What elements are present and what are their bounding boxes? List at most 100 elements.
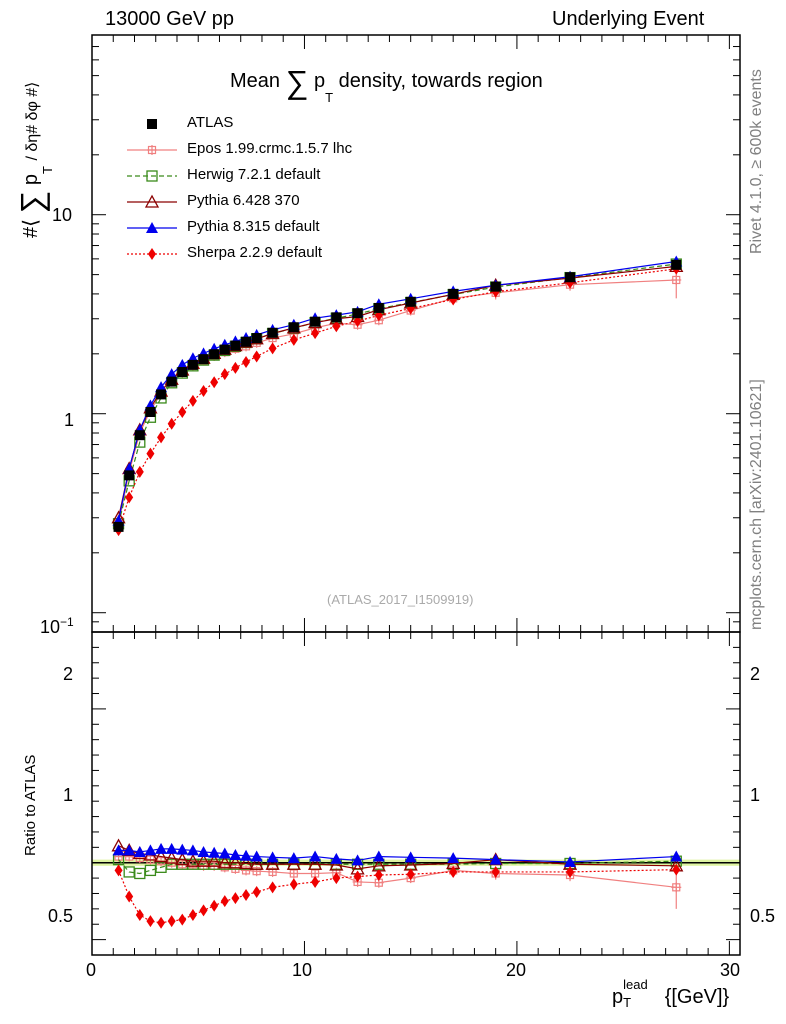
ratio-point-sherpa: [406, 868, 415, 881]
ratio-point-pythia8: [218, 847, 231, 859]
main-point-sherpa: [135, 465, 144, 478]
ratio-point-sherpa: [157, 916, 166, 929]
ratio-point-sherpa: [220, 895, 229, 908]
ratio-point-pythia8: [309, 850, 322, 862]
xlabel-sup: lead: [623, 977, 648, 992]
legend-marker-epos: [127, 145, 177, 155]
main-point-sherpa: [311, 327, 320, 340]
ratio-point-sherpa: [311, 875, 320, 888]
main-point-sherpa: [125, 491, 134, 504]
ratio-point-pythia8: [447, 852, 460, 864]
main-point-sherpa: [242, 355, 251, 368]
ytick-main-0.1: 10−1: [40, 615, 74, 638]
analysis-watermark: (ATLAS_2017_I1509919): [327, 592, 474, 607]
main-point-sherpa: [332, 320, 341, 333]
main-series-pythia6: [111, 259, 684, 524]
ratio-point-pythia8: [176, 843, 189, 855]
title-part-a: Mean: [230, 70, 281, 92]
ratio-point-pythia8: [208, 846, 221, 858]
ratio-point-pythia6: [249, 856, 264, 870]
main-point-sherpa: [146, 447, 155, 460]
ratio-point-pythia6: [153, 849, 169, 863]
main-point-sherpa: [178, 406, 187, 419]
main-point-pythia8: [165, 368, 178, 380]
ratio-point-sherpa: [199, 904, 208, 917]
ratio-point-pythia8: [330, 852, 343, 864]
main-point-sherpa: [268, 342, 277, 355]
legend-markers: [127, 119, 177, 260]
ratio-point-epos: [267, 866, 278, 877]
ratio-point-pythia6: [265, 856, 280, 870]
ratio-point-pythia6: [164, 850, 179, 864]
ratio-point-pythia8: [144, 844, 157, 856]
xlabel-sub: T: [623, 995, 632, 1010]
process-label: Underlying Event: [552, 8, 705, 30]
legend-symbol-pythia6: [144, 194, 160, 208]
ratio-point-sherpa: [210, 899, 219, 912]
main-point-sherpa: [220, 368, 229, 381]
ratio-point-pythia8: [670, 850, 683, 862]
rivet-label: Rivet 4.1.0, ≥ 600k events: [748, 69, 765, 254]
ytick-main-0.1-base: 10: [40, 617, 61, 637]
xtick-0: 0: [86, 960, 97, 980]
mcplots-label: mcplots.cern.ch [arXiv:2401.10621]: [748, 379, 765, 630]
ytick-main-1: 1: [64, 410, 75, 430]
main-point-atlas: [373, 302, 384, 313]
legend-symbol-atlas: [147, 119, 157, 129]
ratio-point-pythia8: [351, 854, 364, 866]
ratio-point-sherpa: [167, 915, 176, 928]
ratio-point-pythia6: [175, 852, 190, 866]
xtick-20: 20: [506, 960, 527, 980]
ytick-ratio-2-left: 2: [63, 664, 74, 684]
ratio-point-epos: [671, 882, 682, 893]
ratio-point-sherpa: [146, 915, 155, 928]
main-point-atlas: [251, 333, 262, 344]
ratio-point-pythia8: [404, 851, 417, 863]
ylabel-p: p: [20, 174, 42, 186]
ratio-point-pythia8: [112, 844, 125, 856]
ratio-point-pythia8: [266, 851, 279, 863]
main-point-atlas: [187, 359, 198, 370]
ytick-ratio-1-right: 1: [750, 785, 761, 805]
main-point-atlas: [113, 521, 124, 532]
main-series-herwig: [112, 258, 682, 530]
ratio-point-epos: [288, 868, 299, 879]
legend-entry-pythia8: Pythia 8.315 default: [187, 218, 320, 235]
legend-entry-atlas: ATLAS: [187, 114, 234, 131]
title-sum: ∑: [285, 64, 309, 100]
main-point-atlas: [331, 312, 342, 323]
main-point-sherpa: [210, 376, 219, 389]
main-point-atlas: [310, 316, 321, 327]
ratio-point-pythia6: [238, 856, 254, 870]
ytick-ratio-0.5-left: 0.5: [48, 906, 74, 926]
main-series: [111, 255, 684, 537]
main-point-atlas: [405, 296, 416, 307]
ratio-point-sherpa: [252, 885, 261, 898]
legend-symbol-herwig: [146, 170, 158, 182]
main-series-epos: [113, 264, 682, 529]
ratio-point-sherpa: [268, 881, 277, 894]
ytick-ratio-2-right: 2: [750, 664, 761, 684]
main-point-sherpa: [231, 361, 240, 374]
legend-symbol-epos: [147, 145, 157, 155]
ratio-point-sherpa: [449, 865, 458, 878]
xlabel-p: p: [612, 986, 624, 1008]
main-point-atlas: [448, 288, 459, 299]
ratio-point-herwig: [144, 864, 157, 877]
legend-marker-pythia8: [127, 222, 177, 233]
main-point-atlas: [219, 344, 230, 355]
main-point-atlas: [352, 308, 363, 319]
main-point-atlas: [198, 354, 209, 365]
ylabel-sum: ∑: [14, 190, 50, 214]
main-point-atlas: [177, 367, 188, 378]
main-point-atlas: [156, 389, 167, 400]
title-part-b: density, towards region: [338, 70, 543, 92]
energy-label: 13000 GeV pp: [105, 8, 234, 30]
main-point-sherpa: [157, 431, 166, 444]
main-point-atlas: [166, 376, 177, 387]
ratio-point-pythia6: [329, 857, 344, 871]
main-point-atlas: [671, 259, 682, 270]
ratio-point-sherpa: [188, 909, 197, 922]
legend-marker-pythia6: [127, 194, 177, 208]
